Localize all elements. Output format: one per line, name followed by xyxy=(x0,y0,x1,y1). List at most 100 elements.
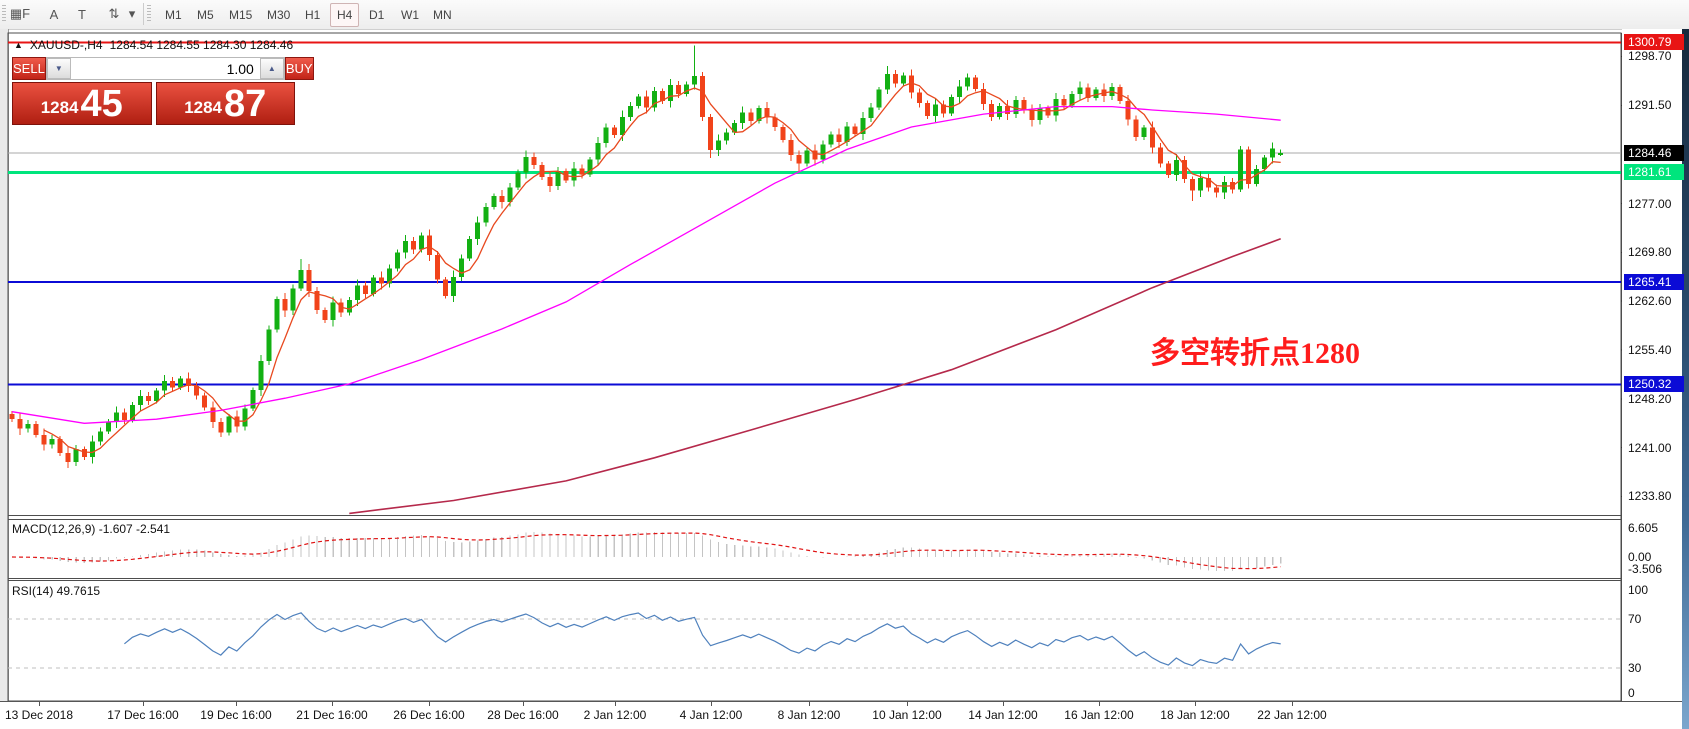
candle-body xyxy=(579,168,585,175)
tf-button-m15[interactable]: M15 xyxy=(229,8,253,22)
candle-body xyxy=(1254,169,1260,184)
candle-body xyxy=(627,105,633,117)
collapse-quote-panel-icon[interactable]: ▲ xyxy=(14,40,23,50)
candle-body xyxy=(49,438,55,445)
rsi-label: RSI(14) 49.7615 xyxy=(12,584,101,598)
candle-body xyxy=(459,258,465,277)
symbol-info-line: ▲ XAUUSD-,H4 1284.54 1284.55 1284.30 128… xyxy=(14,38,293,52)
candle-body xyxy=(643,96,649,108)
tf-button-h1[interactable]: H1 xyxy=(305,8,321,22)
time-tick-mark xyxy=(1099,702,1100,706)
candle-body xyxy=(467,238,473,259)
candle-body xyxy=(274,299,280,330)
candle-body xyxy=(965,77,971,87)
candle-body xyxy=(1125,101,1131,120)
candle-body xyxy=(402,240,408,253)
candle-body xyxy=(587,159,593,175)
buy-button[interactable]: BUY xyxy=(284,57,314,80)
candle-body xyxy=(949,97,955,114)
toolbar-grip-2[interactable] xyxy=(147,5,151,23)
ma-mid-line xyxy=(11,105,1281,424)
candle-body xyxy=(973,77,979,90)
symbol-name: XAUUSD-,H4 xyxy=(29,38,103,52)
candle-body xyxy=(884,74,890,90)
text-box-icon[interactable]: T xyxy=(78,6,86,22)
candle-body xyxy=(25,423,31,429)
time-tick-mark xyxy=(1003,702,1004,706)
time-tick-mark xyxy=(332,702,333,706)
letter-a-icon[interactable]: A xyxy=(49,6,59,22)
buy-price-panel[interactable]: 1284 87 xyxy=(155,82,295,125)
tf-button-h4[interactable]: H4 xyxy=(330,3,360,27)
tf-button-m5[interactable]: M5 xyxy=(197,8,214,22)
tf-button-mn[interactable]: MN xyxy=(433,8,452,22)
candle-body xyxy=(748,112,754,121)
dropdown-caret-icon[interactable]: ▾ xyxy=(128,6,136,21)
candle-body xyxy=(1238,149,1244,190)
candle-body xyxy=(844,126,850,142)
candle-body xyxy=(1021,99,1027,111)
candle-body xyxy=(306,270,312,292)
candle-body xyxy=(708,116,714,151)
macd-signal-line xyxy=(11,532,1281,570)
price-tick-label: 1269.80 xyxy=(1628,245,1672,260)
sell-price-big: 45 xyxy=(80,83,123,125)
time-label: 10 Jan 12:00 xyxy=(872,708,942,722)
candle-body xyxy=(1173,160,1179,176)
price-tick-label: 1291.50 xyxy=(1628,98,1672,113)
buy-price-small: 1284 xyxy=(184,98,223,117)
price-tick-label: 1241.00 xyxy=(1628,440,1672,455)
time-label: 16 Jan 12:00 xyxy=(1064,708,1134,722)
price-tick-label: 1277.00 xyxy=(1628,196,1672,211)
time-axis[interactable]: 13 Dec 2018 17 Dec 16:00 19 Dec 16:00 21 De… xyxy=(0,701,1682,729)
candle-body xyxy=(675,84,681,94)
arrow-styles-icon[interactable]: ⇅ xyxy=(108,6,120,21)
candle-body xyxy=(1045,107,1051,116)
time-label: 28 Dec 16:00 xyxy=(487,708,559,722)
toolbar-grip[interactable] xyxy=(2,5,6,23)
candle-body xyxy=(932,104,938,117)
candle-body xyxy=(250,390,256,409)
candle-body xyxy=(740,112,746,123)
chart-annotation-text: 多空转折点1280 xyxy=(1150,337,1360,370)
candle-body xyxy=(170,381,176,388)
candle-body xyxy=(892,74,898,84)
candle-body xyxy=(804,150,810,164)
sell-button[interactable]: SELL xyxy=(12,57,46,80)
time-label: 17 Dec 16:00 xyxy=(107,708,179,722)
candle-body xyxy=(868,107,874,119)
time-tick-mark xyxy=(39,702,40,706)
candle-body xyxy=(957,86,963,98)
candle-body xyxy=(732,122,738,133)
sell-price-panel[interactable]: 1284 45 xyxy=(12,82,152,125)
candle-body xyxy=(1270,148,1276,158)
candle-body xyxy=(1029,110,1035,121)
tf-button-m30[interactable]: M30 xyxy=(267,8,291,22)
chart-profile-f-icon[interactable]: ▦F xyxy=(9,6,31,21)
tf-button-m1[interactable]: M1 xyxy=(165,8,182,22)
candle-body xyxy=(997,105,1003,117)
tf-button-d1[interactable]: D1 xyxy=(369,8,385,22)
tf-button-w1[interactable]: W1 xyxy=(401,8,419,22)
volume-input[interactable] xyxy=(70,58,260,79)
candle-body xyxy=(1157,147,1163,164)
candle-body xyxy=(17,419,23,429)
price-axis[interactable]: 1298.70 1291.50 1277.00 1269.80 1262.60 1255.… xyxy=(1622,29,1684,701)
price-tick-label: 1262.60 xyxy=(1628,294,1672,309)
rsi-axis-label: 0 xyxy=(1628,686,1635,700)
candle-body xyxy=(989,103,995,117)
price-badge: 1300.79 xyxy=(1624,34,1684,51)
rsi-axis-label: 70 xyxy=(1628,612,1642,626)
macd-axis-label: -3.506 xyxy=(1628,562,1663,576)
time-tick-mark xyxy=(615,702,616,706)
time-tick-mark xyxy=(143,702,144,706)
time-label: 19 Dec 16:00 xyxy=(200,708,272,722)
candle-body xyxy=(507,187,513,203)
candle-body xyxy=(1013,99,1019,115)
candle-body xyxy=(940,104,946,114)
candle-body xyxy=(692,76,698,85)
volume-decrease-button[interactable]: ▼ xyxy=(46,58,71,79)
volume-increase-button[interactable]: ▲ xyxy=(259,58,284,79)
time-tick-mark xyxy=(523,702,524,706)
